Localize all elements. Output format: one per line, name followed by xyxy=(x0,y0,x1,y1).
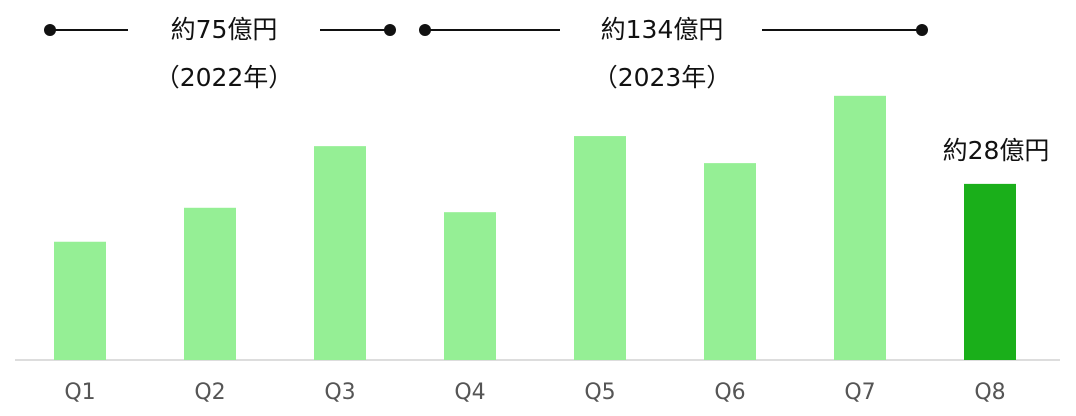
bar xyxy=(444,212,496,360)
bar xyxy=(964,183,1016,360)
bracket-2022 xyxy=(44,24,396,36)
x-tick-label: Q5 xyxy=(584,380,615,405)
bar xyxy=(184,207,236,360)
x-tick-label: Q7 xyxy=(844,380,875,405)
annotation: （2023年） xyxy=(593,63,732,92)
bracket-dot xyxy=(384,24,396,36)
annotation: 約75億円 xyxy=(171,15,278,44)
bar xyxy=(834,95,886,360)
x-tick-label: Q6 xyxy=(714,380,745,405)
x-tick-label: Q4 xyxy=(454,380,485,405)
bracket-2023 xyxy=(419,24,928,36)
bar xyxy=(54,241,106,360)
bracket-dot xyxy=(419,24,431,36)
x-tick-label: Q2 xyxy=(194,380,225,405)
annotation: 約28億円 xyxy=(943,136,1050,165)
annotation: 約134億円 xyxy=(601,15,724,44)
bar xyxy=(314,146,366,360)
bracket-dot xyxy=(44,24,56,36)
x-tick-label: Q8 xyxy=(974,380,1005,405)
x-tick-label: Q3 xyxy=(324,380,355,405)
bar xyxy=(574,136,626,360)
bracket-dot xyxy=(916,24,928,36)
bar xyxy=(704,163,756,360)
x-tick-label: Q1 xyxy=(64,380,95,405)
annotation: （2022年） xyxy=(155,63,294,92)
